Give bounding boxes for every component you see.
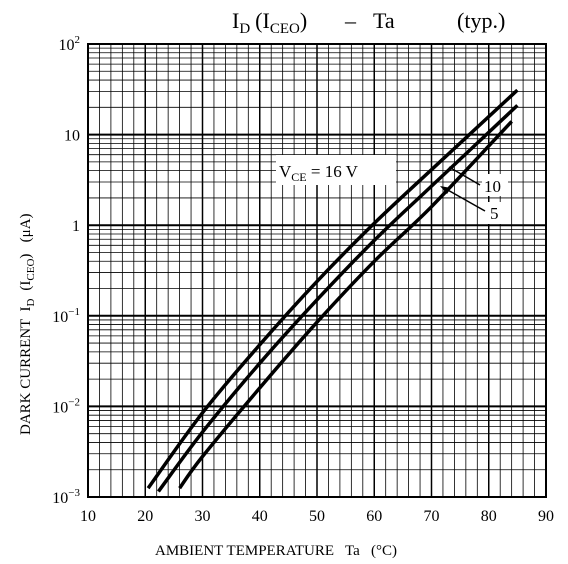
- ylabel-paren-sub: CEO: [25, 259, 37, 281]
- title-paren: (I: [255, 8, 270, 33]
- label-5: 5: [490, 204, 499, 223]
- annotations: VCE = 16 V 10 5: [276, 155, 508, 224]
- vce-label: VCE = 16 V: [279, 162, 359, 184]
- y-tick-labels: 10−3 10−2 10−1 1 10 102: [52, 34, 80, 507]
- title-dash: –: [344, 8, 357, 33]
- x-tick-label: 70: [424, 508, 440, 525]
- label-5-bg: [486, 202, 506, 224]
- y-tick-label: 102: [59, 34, 81, 54]
- series-line: [146, 88, 519, 490]
- arrowhead-5: [440, 186, 451, 194]
- title-paren-close: ): [300, 8, 307, 33]
- x-tick-label: 90: [538, 508, 554, 525]
- ylabel-paren: (I: [18, 281, 34, 291]
- ylabel-prefix: DARK CURRENT I: [18, 307, 34, 435]
- x-tick-labels: 10 20 30 40 50 60 70 80 90: [80, 508, 554, 525]
- vce-sub: CE: [291, 170, 306, 184]
- vce-v: V: [279, 162, 292, 181]
- x-tick-label: 80: [481, 508, 497, 525]
- series-line: [178, 120, 513, 490]
- title-typ: (typ.): [457, 8, 505, 33]
- series-line: [156, 104, 519, 493]
- grid: [87, 43, 547, 498]
- y-tick-label: 10−2: [52, 396, 80, 416]
- y-tick-label: 10: [64, 128, 80, 145]
- x-tick-label: 30: [195, 508, 211, 525]
- leader-5: [445, 188, 486, 212]
- x-tick-label: 20: [137, 508, 153, 525]
- label-10: 10: [484, 177, 501, 196]
- title-i: I: [232, 8, 239, 33]
- x-axis-label: AMBIENT TEMPERATURE Ta (°C): [155, 543, 397, 559]
- vce-label-bg: [276, 155, 396, 185]
- ylabel-unit: ) (μA): [18, 213, 34, 258]
- chart-title: ID (ICEO) – Ta (typ.): [232, 8, 505, 37]
- y-tick-label: 10−1: [52, 306, 80, 326]
- plot-frame: [87, 43, 547, 498]
- label-10-bg: [482, 174, 508, 196]
- x-tick-label: 50: [309, 508, 325, 525]
- leader-10: [448, 166, 481, 186]
- ylabel-sub: D: [25, 299, 37, 307]
- svg-text:ID(ICEO): ID (ICEO): [232, 8, 307, 37]
- x-tick-label: 60: [366, 508, 382, 525]
- x-tick-label: 40: [252, 508, 268, 525]
- title-paren-sub: CEO: [270, 21, 300, 37]
- y-tick-label: 1: [72, 218, 80, 235]
- y-tick-label: 10−3: [52, 487, 80, 507]
- y-axis-label: DARK CURRENT ID (ICEO) (μA): [18, 213, 37, 435]
- x-tick-label: 10: [80, 508, 96, 525]
- title-i-sub: D: [239, 21, 250, 37]
- vce-rest: = 16 V: [307, 162, 359, 181]
- series-lines: [146, 88, 519, 493]
- title-ta: Ta: [373, 8, 395, 33]
